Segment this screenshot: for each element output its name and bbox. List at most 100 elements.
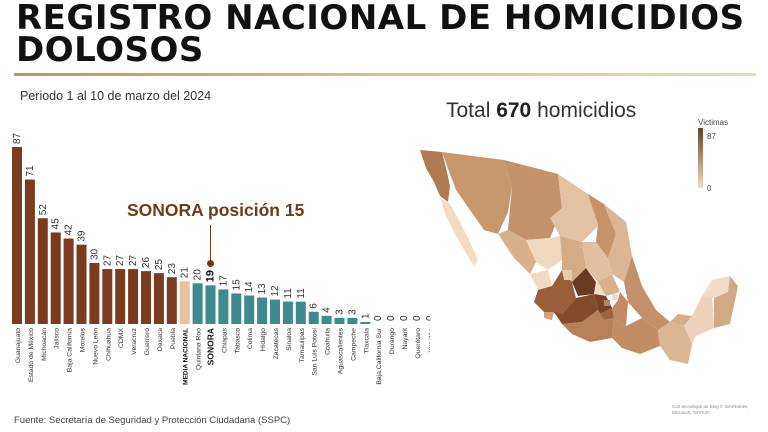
value-label-tlaxcala: 1	[360, 313, 371, 319]
value-label-veracruz: 27	[128, 255, 139, 267]
category-label-media-nacional: MEDIA NACIONAL	[183, 328, 190, 385]
state-aguascalientes	[562, 270, 572, 280]
bar-hidalgo	[257, 297, 268, 324]
category-label-chiapas: Chiapas	[221, 327, 228, 353]
callout-line	[210, 225, 211, 263]
state-guanajuato	[572, 268, 596, 296]
value-label-campeche: 3	[347, 309, 358, 315]
value-label-san-luis-potosi: 6	[309, 303, 320, 309]
title-text: REGISTRO NACIONAL DE HOMICIDIOS DOLOSOS	[16, 0, 745, 70]
value-label-tabasco: 15	[231, 279, 242, 291]
value-label-queretaro: 0	[412, 315, 423, 321]
state-sinaloa	[498, 230, 536, 274]
value-label-tamaulipas: 11	[296, 288, 307, 299]
sonora-callout: SONORA posición 15	[127, 200, 305, 220]
category-label-estado-de-mexico: Estado de México	[28, 328, 35, 382]
bar-sinaloa	[282, 301, 293, 324]
state-baja-california	[420, 150, 450, 202]
category-label-guanajuato: Guanajuato	[15, 328, 22, 363]
bar-veracruz	[128, 269, 139, 324]
value-label-colima: 14	[244, 281, 255, 293]
value-label-yucatan: 0	[425, 315, 430, 321]
category-label-campeche: Campeche	[350, 328, 357, 361]
value-label-baja-california: 42	[64, 224, 75, 236]
category-label-durango: Durango	[389, 328, 396, 354]
total-suffix: homicidios	[537, 99, 637, 122]
value-label-media-nacional: 21	[180, 267, 191, 279]
value-label-oaxaca: 25	[154, 259, 165, 271]
bar-campeche	[347, 317, 358, 324]
state-sonora	[442, 152, 512, 234]
bar-estado-de-mexico	[24, 179, 35, 324]
bar-jalisco	[50, 232, 61, 324]
category-label-coahuila: Coahuila	[325, 328, 332, 355]
state-chihuahua	[504, 160, 562, 240]
category-label-cdmx: CDMX	[118, 328, 125, 348]
category-label-nuevo-leon: Nuevo León	[92, 328, 99, 365]
value-label-nuevo-leon: 30	[89, 248, 100, 260]
category-label-veracruz: Veracruz	[131, 327, 138, 354]
state-michoacan	[554, 294, 598, 324]
state-oaxaca	[612, 318, 660, 354]
value-label-zacatecas: 12	[270, 285, 281, 297]
mexico-choropleth-map	[420, 150, 738, 364]
state-coahuila	[550, 174, 600, 242]
category-label-michoacan: Michoacán	[41, 328, 48, 361]
category-label-sinaloa: Sinaloa	[286, 328, 293, 351]
bar-coahuila	[321, 315, 332, 324]
legend-min: 0	[707, 184, 712, 193]
value-label-guanajuato: 87	[12, 132, 23, 144]
category-label-puebla: Puebla	[170, 328, 177, 349]
bar-guerrero	[141, 271, 151, 324]
bar-chart: 87 Guanajuato 71 Estado de México 52 Michoacá…	[12, 132, 430, 385]
category-label-sonora: SONORA	[206, 328, 216, 365]
state-quintana-roo	[714, 276, 738, 328]
value-label-sinaloa: 11	[283, 288, 294, 299]
value-label-nayarit: 0	[399, 315, 410, 321]
bar-zacatecas	[270, 299, 280, 324]
category-label-aguascalientes: Aguascalientes	[338, 327, 345, 374]
bar-san-luis-potosi	[308, 311, 319, 324]
legend-title: Victimas	[698, 118, 729, 127]
state-nuevo-leon	[588, 194, 616, 258]
category-label-chihuahua: Chihuahua	[105, 328, 112, 361]
category-label-baja-california: Baja California	[67, 328, 74, 372]
total-prefix: Total	[446, 99, 491, 122]
bar-chihuahua	[102, 269, 113, 324]
bar-nuevo-leon	[89, 262, 100, 324]
value-label-chiapas: 17	[218, 275, 229, 287]
value-label-puebla: 23	[167, 263, 178, 275]
bar-quintana-roo	[192, 283, 203, 324]
state-baja-california-sur	[440, 198, 478, 266]
category-label-queretaro: Querétaro	[415, 328, 422, 359]
value-label-michoacan: 52	[38, 204, 49, 216]
value-label-cdmx: 27	[115, 255, 126, 267]
category-label-nayarit: Nayarit	[402, 328, 409, 350]
value-label-sonora: 19	[205, 270, 217, 282]
category-label-morelos: Morelos	[80, 327, 87, 352]
value-label-hidalgo: 13	[257, 283, 268, 295]
state-chiapas	[658, 322, 692, 364]
value-label-chihuahua: 27	[102, 255, 113, 267]
value-label-morelos: 39	[77, 230, 88, 242]
bar-morelos	[76, 244, 87, 324]
state-yucatan	[702, 276, 730, 298]
value-label-durango: 0	[386, 315, 397, 321]
bar-guanajuato	[12, 147, 22, 324]
state-durango	[526, 236, 562, 270]
bar-media-nacional	[179, 281, 190, 324]
state-campeche	[684, 292, 714, 344]
state-san-luis-potosi	[582, 242, 612, 282]
category-label-oaxaca: Oaxaca	[157, 328, 164, 352]
value-label-estado-de-mexico: 71	[25, 165, 36, 177]
state-tlaxcala	[612, 294, 618, 300]
legend-color-scale	[698, 128, 703, 188]
category-label-baja-california-sur: Baja California Sur	[376, 327, 383, 384]
category-label-quintana-roo: Quintana Roo	[196, 328, 203, 370]
category-label-colima: Colima	[247, 328, 254, 349]
state-tamaulipas	[604, 204, 632, 282]
bar-sonora	[205, 285, 216, 324]
source-note: Fuente: Secretaría de Seguridad y Protec…	[14, 415, 291, 426]
state-puebla	[612, 292, 628, 326]
category-label-jalisco: Jalisco	[54, 328, 61, 349]
